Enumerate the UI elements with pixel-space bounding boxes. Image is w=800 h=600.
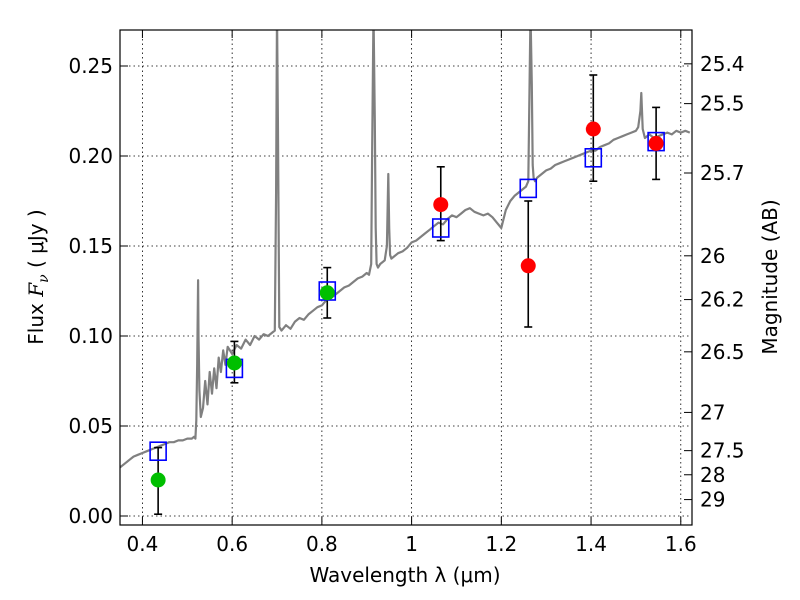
x-tick-label: 0.6 bbox=[216, 532, 248, 556]
green-data-point bbox=[226, 355, 242, 371]
axes: 0.4 0.6 0.8 1 1.2 1.4 1.6 0.00 0.05 0.10 0.15 0.20 0… bbox=[68, 30, 745, 556]
mag-tick-label: 25.5 bbox=[700, 92, 745, 116]
y-tick-label: 0.15 bbox=[68, 234, 113, 258]
y-axis-label-subscript: ν bbox=[36, 274, 52, 283]
plot-area bbox=[120, 30, 691, 516]
mag-tick-label: 25.7 bbox=[700, 161, 745, 185]
y-axis-label-right: Magnitude (AB) bbox=[758, 199, 782, 354]
model-photometry-square bbox=[431, 218, 450, 238]
x-tick-label: 0.8 bbox=[306, 532, 338, 556]
mag-tick-label: 26.5 bbox=[700, 340, 745, 364]
y-axis-label-left: Flux Fν ( μJy ) bbox=[24, 209, 52, 344]
mag-tick-label: 27.5 bbox=[700, 439, 745, 463]
y-tick-label: 0.05 bbox=[68, 414, 113, 438]
mag-tick-label: 26.2 bbox=[700, 288, 745, 312]
mag-tick-label: 28 bbox=[700, 463, 725, 487]
model-photometry-square bbox=[584, 148, 603, 168]
model-photometry-square bbox=[149, 441, 167, 462]
red-data-point bbox=[585, 121, 601, 137]
y-axis-label-prefix: Flux bbox=[24, 297, 48, 345]
x-axis-label: Wavelength λ (μm) bbox=[309, 563, 500, 587]
x-tick-label: 1.4 bbox=[575, 532, 607, 556]
mag-tick-label: 26 bbox=[700, 244, 725, 268]
green-data-point bbox=[150, 472, 166, 488]
model-spectrum-line bbox=[120, 30, 691, 469]
mag-tick-label: 27 bbox=[700, 400, 725, 424]
x-tick-label: 1 bbox=[405, 532, 418, 556]
x-tick-label: 0.4 bbox=[127, 532, 159, 556]
red-data-point bbox=[433, 197, 449, 213]
model-photometry-square bbox=[519, 178, 538, 199]
y-tick-label: 0.25 bbox=[68, 54, 113, 78]
y-tick-label: 0.20 bbox=[68, 144, 113, 168]
plot-frame bbox=[119, 29, 693, 526]
x-tick-label: 1.6 bbox=[665, 532, 697, 556]
y-tick-label: 0.00 bbox=[68, 504, 113, 528]
x-tick-label: 1.2 bbox=[485, 532, 517, 556]
y-axis-label-symbol: F bbox=[24, 282, 48, 298]
grid-lines bbox=[120, 30, 692, 525]
mag-tick-label: 25.4 bbox=[700, 52, 745, 76]
y-axis-label-suffix: ( μJy ) bbox=[24, 209, 48, 274]
red-data-point bbox=[520, 258, 536, 274]
mag-tick-label: 29 bbox=[700, 488, 725, 512]
green-data-point bbox=[319, 285, 335, 301]
red-data-point bbox=[648, 135, 664, 151]
y-tick-label: 0.10 bbox=[68, 324, 113, 348]
